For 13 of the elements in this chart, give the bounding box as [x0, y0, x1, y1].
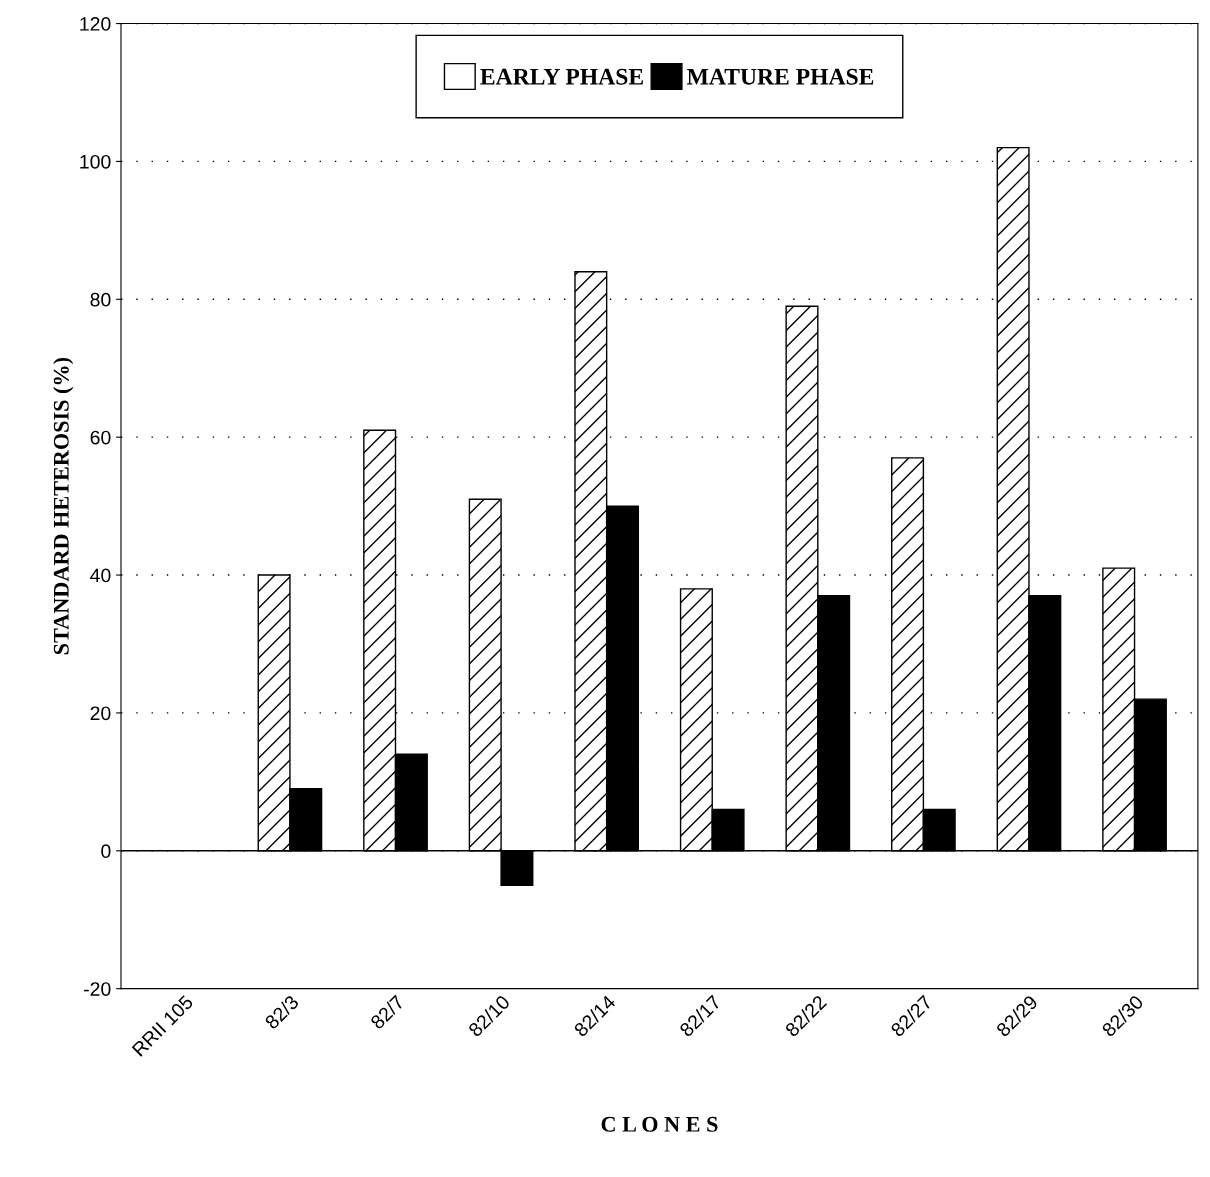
y-tick-label: -20: [84, 982, 111, 996]
y-tick-label: 80: [90, 292, 111, 307]
legend-label: EARLY PHASE: [480, 68, 643, 85]
y-tick-label: 120: [80, 17, 111, 31]
legend-label: MATURE PHASE: [687, 68, 874, 85]
y-tick-label: 60: [90, 430, 111, 445]
y-tick-label: 20: [90, 706, 111, 721]
y-tick-label: 100: [80, 154, 111, 169]
y-axis-title: STANDARD HETEROSIS (%): [53, 357, 74, 655]
y-tick-label: 40: [90, 568, 111, 583]
x-axis-title: C L O N E S: [601, 1116, 718, 1132]
y-tick-label: 0: [101, 844, 111, 859]
x-tick-label: 82/3: [263, 994, 300, 1030]
